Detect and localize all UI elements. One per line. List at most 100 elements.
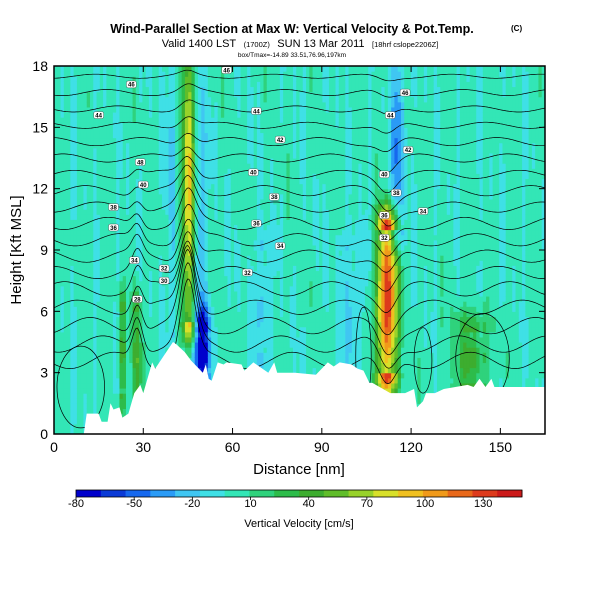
velocity-cell	[99, 377, 104, 384]
velocity-cell	[158, 137, 163, 144]
velocity-cell	[263, 112, 268, 118]
velocity-cell	[129, 301, 134, 307]
velocity-cell	[230, 91, 235, 98]
velocity-cell	[224, 224, 229, 231]
velocity-cell	[227, 326, 232, 333]
velocity-cell	[230, 127, 235, 134]
velocity-cell	[168, 91, 173, 98]
velocity-cell	[122, 147, 127, 154]
velocity-cell	[135, 306, 140, 312]
velocity-cell	[80, 301, 85, 307]
velocity-cell	[129, 163, 134, 169]
velocity-cell	[175, 147, 179, 154]
velocity-cell	[119, 301, 124, 307]
velocity-cell	[240, 193, 245, 200]
velocity-cell	[194, 316, 199, 323]
velocity-cell	[139, 198, 143, 205]
velocity-cell	[237, 132, 242, 139]
velocity-cell	[240, 255, 245, 261]
velocity-cell	[116, 101, 121, 108]
velocity-cell	[250, 352, 255, 358]
velocity-cell	[237, 265, 242, 272]
velocity-cell	[67, 250, 71, 256]
velocity-cell	[266, 275, 271, 282]
velocity-cell	[103, 81, 107, 88]
velocity-cell	[181, 86, 186, 93]
velocity-cell	[175, 183, 179, 190]
velocity-cell	[240, 152, 245, 159]
velocity-cell	[207, 224, 212, 231]
velocity-cell	[184, 101, 189, 108]
velocity-cell	[184, 296, 189, 302]
velocity-cell	[60, 408, 65, 415]
velocity-cell	[106, 347, 111, 353]
velocity-cell	[132, 188, 137, 195]
velocity-cell	[207, 112, 212, 118]
velocity-cell	[116, 106, 121, 113]
velocity-cell	[60, 234, 65, 241]
velocity-cell	[227, 163, 232, 169]
velocity-cell	[70, 265, 75, 272]
velocity-cell	[54, 163, 58, 169]
velocity-cell	[112, 188, 117, 195]
velocity-cell	[188, 106, 193, 113]
velocity-cell	[152, 224, 157, 231]
velocity-cell	[270, 326, 274, 333]
velocity-cell	[211, 91, 215, 98]
velocity-cell	[270, 147, 274, 154]
velocity-cell	[194, 152, 199, 159]
velocity-cell	[227, 250, 232, 256]
velocity-cell	[214, 224, 219, 231]
velocity-cell	[266, 132, 271, 139]
velocity-cell	[96, 342, 101, 348]
velocity-cell	[83, 362, 88, 369]
velocity-cell	[220, 280, 225, 287]
velocity-cell	[217, 239, 222, 246]
velocity-cell	[96, 168, 101, 174]
velocity-cell	[60, 117, 65, 123]
velocity-cell	[139, 132, 143, 139]
velocity-cell	[129, 183, 134, 190]
velocity-cell	[253, 336, 258, 343]
velocity-cell	[122, 260, 127, 266]
velocity-cell	[224, 122, 229, 128]
velocity-cell	[247, 214, 251, 220]
velocity-cell	[162, 193, 166, 200]
velocity-cell	[171, 112, 176, 118]
velocity-cell	[237, 209, 242, 215]
velocity-cell	[234, 250, 238, 256]
velocity-cell	[145, 265, 150, 272]
velocity-cell	[247, 209, 251, 215]
velocity-cell	[158, 214, 163, 220]
velocity-cell	[142, 132, 147, 139]
velocity-cell	[103, 362, 107, 369]
velocity-cell	[276, 91, 281, 98]
velocity-cell	[63, 152, 68, 159]
velocity-cell	[178, 106, 183, 113]
velocity-cell	[162, 81, 166, 88]
velocity-cell	[243, 66, 248, 72]
velocity-cell	[227, 147, 232, 154]
velocity-cell	[220, 137, 225, 144]
velocity-cell	[93, 239, 98, 246]
velocity-cell	[103, 158, 107, 164]
velocity-cell	[90, 336, 94, 343]
velocity-cell	[73, 347, 78, 353]
velocity-cell	[158, 91, 163, 98]
velocity-cell	[70, 260, 75, 266]
velocity-cell	[168, 173, 173, 180]
velocity-cell	[247, 342, 251, 348]
velocity-cell	[178, 66, 183, 72]
velocity-cell	[112, 357, 117, 364]
velocity-cell	[54, 388, 58, 394]
velocity-cell	[132, 132, 137, 139]
velocity-cell	[201, 71, 206, 77]
velocity-cell	[112, 81, 117, 88]
velocity-cell	[217, 163, 222, 169]
velocity-cell	[76, 428, 81, 434]
velocity-cell	[175, 250, 179, 256]
velocity-cell	[142, 198, 147, 205]
velocity-cell	[54, 408, 58, 415]
velocity-cell	[204, 342, 209, 348]
velocity-cell	[99, 255, 104, 261]
